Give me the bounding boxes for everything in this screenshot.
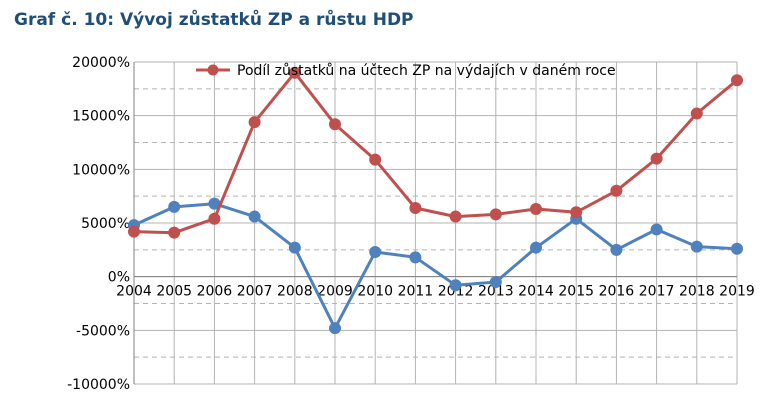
data-point [168, 200, 181, 213]
legend: Podíl zůstatků na účtech ZP na výdajích … [196, 63, 616, 79]
y-tick-label: 15000% [72, 109, 130, 125]
x-tick-label: 2014 [518, 284, 554, 300]
data-point [288, 66, 301, 79]
x-tick-label: 2016 [599, 284, 635, 300]
data-point [530, 203, 542, 216]
x-tick-label: 2019 [719, 284, 755, 300]
x-tick-label: 2004 [116, 284, 152, 300]
data-point [409, 201, 422, 214]
legend-label: Podíl zůstatků na účtech ZP na výdajích … [237, 63, 616, 79]
data-point [489, 276, 502, 289]
x-tick-label: 2017 [639, 284, 675, 300]
data-point [288, 241, 301, 254]
y-tick-label: 10000% [72, 162, 130, 178]
data-point [650, 223, 663, 236]
data-point [731, 74, 743, 87]
data-point [128, 225, 140, 238]
chart-title: Graf č. 10: Vývoj zůstatků ZP a růstu HD… [14, 10, 414, 30]
data-point [570, 206, 583, 219]
x-tick-label: 2007 [237, 284, 273, 300]
y-tick-label: 20000% [72, 55, 130, 71]
data-point [449, 279, 462, 292]
data-point [610, 184, 623, 197]
y-tick-label: -5000% [76, 323, 130, 339]
x-tick-label: 2012 [438, 284, 474, 300]
x-tick-label: 2009 [317, 284, 353, 300]
data-point [409, 251, 422, 264]
data-point [369, 153, 382, 166]
data-point [248, 210, 261, 223]
data-point [530, 241, 542, 254]
x-tick-label: 2011 [398, 284, 434, 300]
data-point [208, 212, 221, 225]
x-tick-label: 2010 [357, 284, 393, 300]
data-point [690, 107, 703, 120]
grid-layer [133, 61, 738, 385]
data-point [248, 116, 261, 129]
y-tick-label: -10000% [67, 377, 130, 393]
data-point [449, 210, 462, 223]
data-point [731, 242, 743, 255]
y-tick-label: 0% [108, 270, 130, 286]
x-tick-label: 2008 [277, 284, 313, 300]
data-point [690, 240, 703, 253]
axis-layer: -10000% -5000% 0% 5000% 10000% 15000% 20000% 20… [67, 55, 755, 393]
series-layer [128, 66, 743, 335]
series-line-0 [133, 71, 738, 235]
x-tick-label: 2015 [558, 284, 594, 300]
data-point [329, 118, 341, 131]
x-tick-label: 2013 [478, 284, 514, 300]
legend-swatch-marker [207, 64, 219, 76]
data-point [369, 245, 382, 258]
data-point [168, 226, 181, 239]
data-point [329, 322, 341, 335]
data-point [650, 152, 663, 165]
x-tick-label: 2006 [197, 284, 233, 300]
data-point [610, 243, 623, 256]
data-point [489, 208, 502, 221]
x-tick-label: 2018 [679, 284, 715, 300]
y-tick-label: 5000% [81, 216, 130, 232]
x-tick-label: 2005 [156, 284, 192, 300]
series-line-1 [133, 202, 738, 330]
